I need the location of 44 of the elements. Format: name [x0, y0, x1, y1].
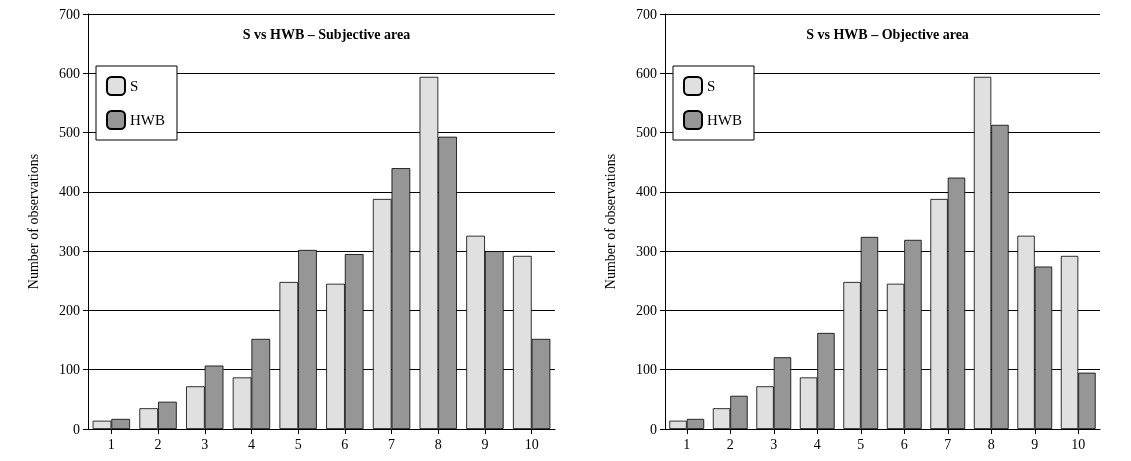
y-tick-label: 400: [59, 184, 80, 200]
legend-label: S: [707, 78, 716, 94]
y-tick-label: 100: [636, 362, 657, 378]
y-tick-label: 700: [636, 6, 657, 22]
x-tick-label: 5: [294, 436, 302, 452]
x-tick-label: 6: [900, 436, 908, 452]
y-tick-label: 600: [636, 65, 657, 81]
y-tick-label: 0: [650, 421, 657, 437]
y-tick-label: 600: [59, 65, 80, 81]
x-tick-label: 3: [770, 436, 778, 452]
y-axis-title: Number of observations: [602, 153, 618, 290]
y-axis-title: Number of observations: [25, 153, 41, 290]
x-tick-label: 3: [201, 436, 209, 452]
legend-label: HWB: [707, 112, 742, 128]
x-tick-label: 4: [813, 436, 821, 452]
x-tick-label: 1: [107, 436, 115, 452]
x-tick-label: 9: [1031, 436, 1039, 452]
x-tick-label: 1: [683, 436, 691, 452]
y-tick-label: 200: [59, 302, 80, 318]
y-tick-label: 0: [73, 421, 80, 437]
x-tick-label: 2: [154, 436, 162, 452]
x-tick-label: 2: [726, 436, 734, 452]
x-tick-label: 5: [857, 436, 865, 452]
text: S vs HWB – Subjective area: [242, 26, 411, 42]
x-tick-label: 10: [1071, 436, 1086, 452]
y-tick-label: 300: [636, 243, 657, 259]
x-tick-label: 9: [481, 436, 489, 452]
y-tick-label: 400: [636, 184, 657, 200]
x-tick-label: 10: [524, 436, 539, 452]
x-tick-label: 8: [987, 436, 995, 452]
y-tick-label: 300: [59, 243, 80, 259]
x-tick-label: 7: [388, 436, 396, 452]
x-tick-label: 7: [944, 436, 952, 452]
y-tick-label: 200: [636, 302, 657, 318]
y-tick-label: 500: [59, 125, 80, 141]
x-tick-label: 6: [341, 436, 349, 452]
text: S vs HWB – Objective area: [806, 26, 969, 42]
x-tick-label: 4: [247, 436, 255, 452]
y-tick-label: 100: [59, 362, 80, 378]
legend-label: S: [130, 78, 139, 94]
legend-label: HWB: [130, 112, 165, 128]
y-tick-label: 700: [59, 6, 80, 22]
y-tick-label: 500: [636, 125, 657, 141]
x-tick-label: 8: [434, 436, 442, 452]
